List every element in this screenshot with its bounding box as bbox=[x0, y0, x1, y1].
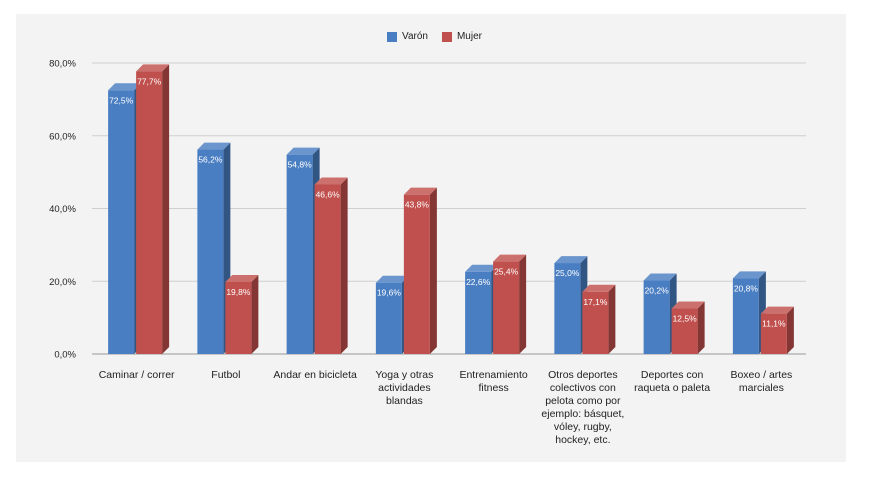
bar-mujer-side bbox=[340, 177, 348, 354]
bar-mujer bbox=[671, 308, 698, 354]
category-label: Entrenamiento fitness bbox=[459, 369, 528, 394]
bar-varon-top bbox=[375, 275, 409, 283]
bar-value-label: 72,5% bbox=[109, 95, 134, 105]
bar-varon-top bbox=[197, 142, 231, 150]
y-tick-label: 60,0% bbox=[49, 131, 76, 142]
bar-varon bbox=[732, 278, 759, 354]
bar-mujer-side bbox=[608, 284, 616, 354]
bar-value-label: 56,2% bbox=[198, 155, 223, 165]
bar-varon-top bbox=[286, 147, 320, 155]
legend-swatch-varon bbox=[387, 31, 398, 42]
bar-mujer bbox=[403, 194, 430, 354]
category-label: Otros deportes colectivos con pelota com… bbox=[541, 369, 625, 446]
bar-varon bbox=[554, 263, 581, 354]
legend-item-mujer: Mujer bbox=[441, 31, 482, 42]
bar-value-label: 20,8% bbox=[734, 283, 759, 293]
bar-mujer bbox=[225, 281, 252, 354]
y-tick-label: 40,0% bbox=[49, 204, 76, 215]
category-label: Yoga y otras actividades blandas bbox=[375, 369, 434, 407]
bar-value-label: 22,6% bbox=[466, 277, 491, 287]
bar-varon bbox=[375, 282, 402, 354]
category-label: Andar en bicicleta bbox=[273, 369, 357, 381]
bar-mujer bbox=[136, 71, 163, 355]
y-tick-label: 80,0% bbox=[49, 59, 76, 70]
bar-varon-top bbox=[643, 273, 677, 281]
bar-value-label: 11,1% bbox=[762, 319, 786, 329]
bar-value-label: 25,0% bbox=[555, 268, 580, 278]
category-label: Futbol bbox=[211, 369, 241, 381]
bar-varon bbox=[108, 90, 135, 354]
bar-mujer-side bbox=[162, 64, 170, 355]
bar-varon-top bbox=[554, 256, 588, 264]
bar-mujer-top bbox=[136, 64, 170, 72]
bar-mujer bbox=[493, 261, 520, 354]
bar-mujer bbox=[582, 291, 609, 354]
bar-mujer-top bbox=[582, 284, 616, 292]
bar-value-label: 43,8% bbox=[405, 200, 430, 210]
bar-value-label: 46,6% bbox=[316, 189, 341, 199]
bar-varon-top bbox=[732, 271, 766, 279]
legend: Varón Mujer bbox=[0, 31, 869, 42]
category-label: Deportes con raqueta o paleta bbox=[634, 369, 711, 394]
bar-mujer-top bbox=[314, 177, 348, 185]
bar-mujer-top bbox=[671, 301, 705, 309]
bar-mujer-top bbox=[403, 187, 437, 195]
legend-label-mujer: Mujer bbox=[456, 31, 482, 42]
bar-value-label: 19,6% bbox=[377, 288, 402, 298]
bar-value-label: 20,2% bbox=[645, 286, 670, 296]
bar-mujer-top bbox=[225, 274, 259, 282]
bar-mujer-side bbox=[697, 301, 705, 354]
bar-value-label: 54,8% bbox=[288, 160, 313, 170]
bar-varon bbox=[643, 280, 670, 354]
bar-value-label: 17,1% bbox=[583, 297, 608, 307]
bar-varon bbox=[197, 149, 224, 354]
category-label: Caminar / correr bbox=[98, 369, 175, 381]
bar-mujer bbox=[760, 313, 787, 354]
bar-value-label: 12,5% bbox=[673, 314, 698, 324]
bar-varon bbox=[465, 271, 492, 354]
bar-mujer-side bbox=[251, 274, 259, 354]
bar-mujer-side bbox=[786, 306, 794, 354]
bar-mujer-side bbox=[429, 187, 437, 354]
bar-mujer-top bbox=[760, 306, 794, 314]
category-label: Boxeo / artes marciales bbox=[730, 369, 793, 394]
bar-mujer bbox=[314, 184, 341, 354]
legend-item-varon: Varón bbox=[387, 31, 428, 42]
legend-label-varon: Varón bbox=[402, 31, 428, 42]
bar-value-label: 77,7% bbox=[137, 76, 162, 86]
bar-value-label: 19,8% bbox=[226, 287, 251, 297]
bar-value-label: 25,4% bbox=[494, 267, 519, 277]
legend-swatch-mujer bbox=[441, 31, 452, 42]
bar-varon-top bbox=[108, 83, 142, 91]
bar-mujer-side bbox=[519, 254, 527, 354]
bar-varon-top bbox=[465, 264, 499, 272]
bar-varon bbox=[286, 154, 313, 354]
bar-mujer-top bbox=[493, 254, 527, 262]
y-tick-label: 0,0% bbox=[54, 350, 76, 361]
y-tick-label: 20,0% bbox=[49, 277, 76, 288]
